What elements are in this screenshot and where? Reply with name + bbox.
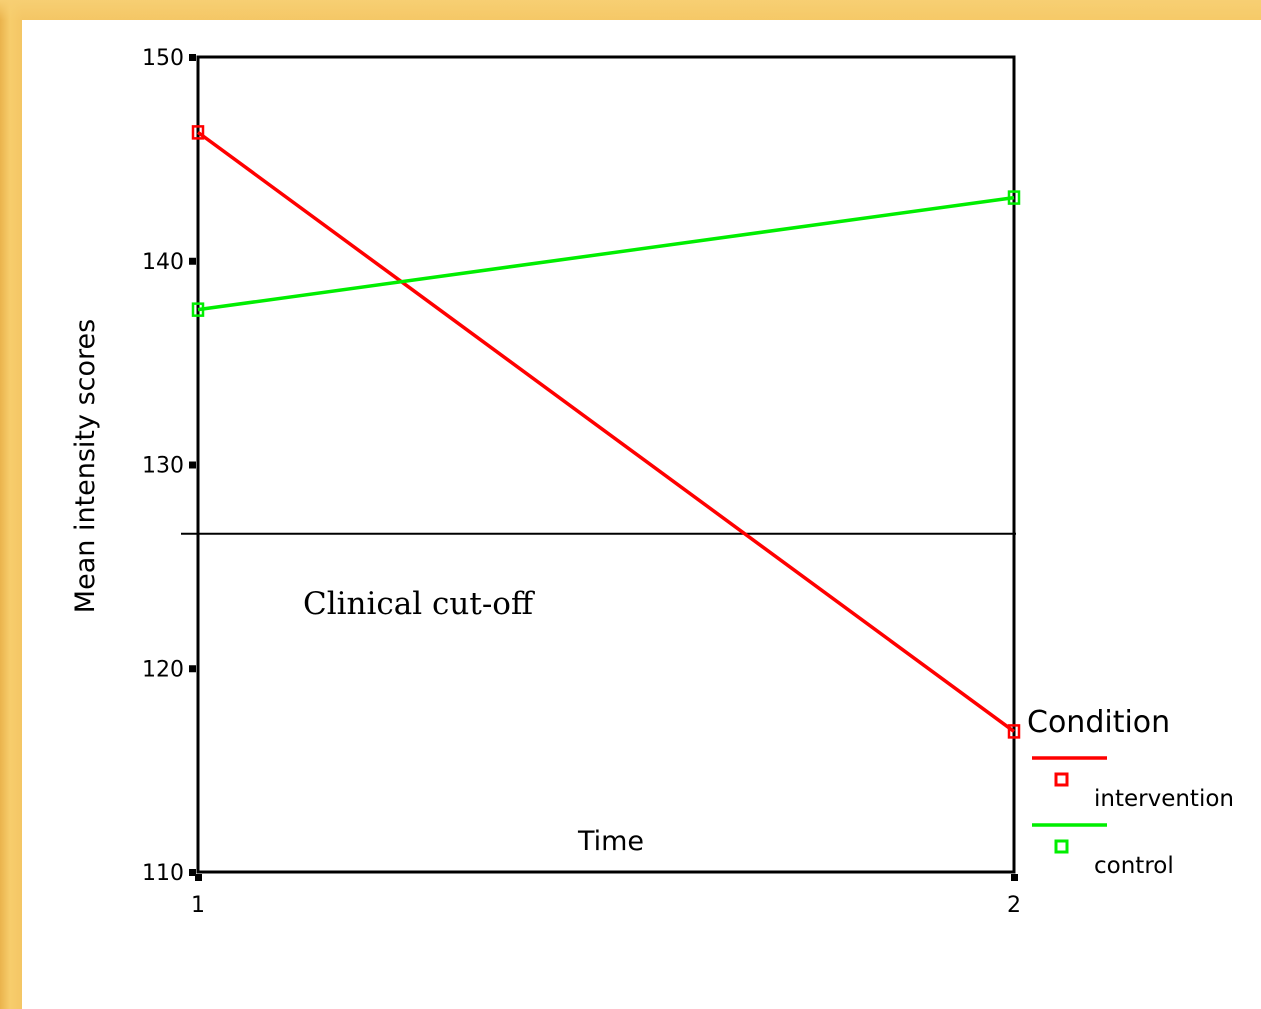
plot-frame	[196, 55, 1016, 874]
y-tick-label: 130	[142, 454, 184, 479]
legend-label-control: control	[1094, 853, 1174, 879]
y-axis-title: Mean intensity scores	[70, 319, 101, 613]
y-tick-mark	[189, 54, 196, 61]
clinical-cutoff-label: Clinical cut-off	[303, 586, 535, 622]
data-point-control	[191, 302, 205, 317]
legend-marker-intervention	[1054, 772, 1069, 787]
y-tick-label: 150	[142, 46, 184, 71]
legend-title: Condition	[1027, 705, 1170, 740]
x-tick-label: 2	[1007, 893, 1021, 918]
series-line-control	[197, 195, 1015, 312]
legend-label-intervention: intervention	[1094, 786, 1234, 812]
legend-marker-control	[1054, 839, 1069, 854]
data-point-intervention	[191, 125, 205, 140]
data-point-control	[1007, 190, 1021, 205]
series-layer	[191, 125, 1021, 739]
y-tick-label: 140	[142, 250, 184, 275]
x-axis-title: Time	[577, 826, 644, 857]
y-axis-ticks: 110 120 130 140 150	[142, 46, 196, 886]
legend: Condition intervention control	[1027, 705, 1234, 879]
y-tick-mark	[189, 461, 196, 469]
y-tick-label: 110	[142, 861, 184, 886]
y-tick-mark	[189, 869, 196, 876]
data-point-intervention	[1007, 724, 1021, 739]
y-tick-label: 120	[142, 657, 184, 682]
x-tick-mark	[1011, 874, 1018, 881]
x-tick-mark	[195, 874, 202, 881]
y-tick-mark	[189, 257, 196, 265]
reference-line-group: Clinical cut-off	[181, 532, 1016, 622]
series-line-intervention	[196, 130, 1016, 733]
plot-border	[196, 55, 1016, 874]
x-tick-label: 1	[191, 893, 205, 918]
y-tick-mark	[189, 665, 196, 673]
